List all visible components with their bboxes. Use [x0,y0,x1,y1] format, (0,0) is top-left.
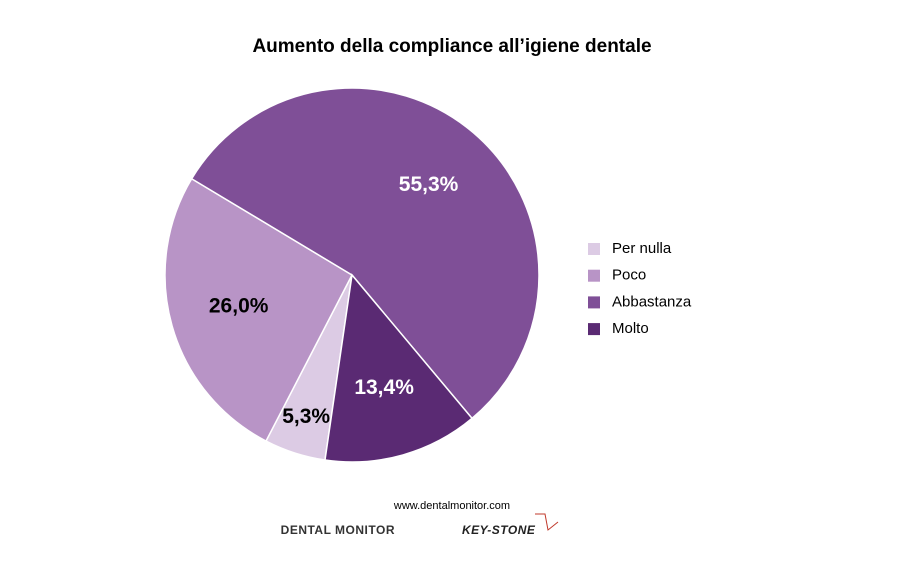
data-label: 5,3% [282,405,330,428]
legend-label: Per nulla [612,240,672,257]
data-label: 55,3% [399,173,459,196]
pie-slice [164,177,353,443]
logo-dental-monitor: DENTAL MONITOR [281,523,395,537]
data-label: 26,0% [209,295,269,318]
pie-slice [324,273,474,463]
legend-swatch [588,243,600,255]
legend-label: Abbastanza [612,293,692,310]
data-label: 13,4% [354,376,414,399]
legend-swatch [588,296,600,309]
legend-swatch [588,323,600,336]
pie-slice [190,87,540,420]
legend-label: Poco [612,267,646,284]
footer-url: www.dentalmonitor.com [393,500,510,512]
legend-label: Molto [612,320,649,337]
logo-key-stone: KEY-STONE [462,523,536,537]
logo-decoration [535,513,559,531]
legend-swatch [588,269,600,282]
chart-title: Aumento della compliance all’igiene dent… [252,36,651,57]
